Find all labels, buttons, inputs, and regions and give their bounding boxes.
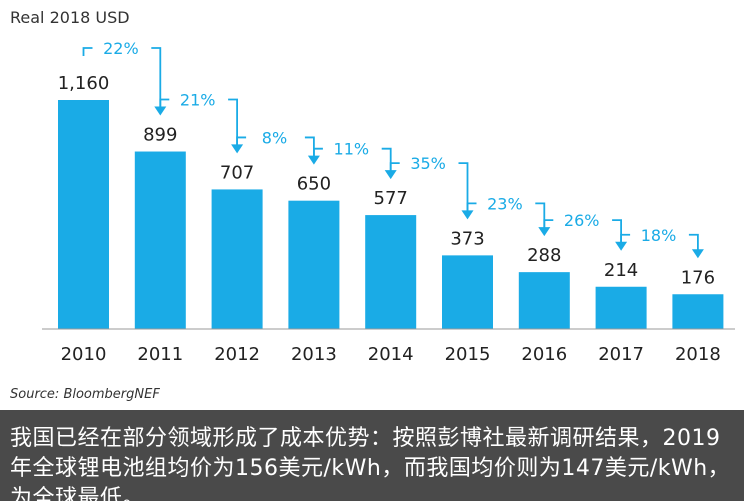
bar-2012 [211,189,263,329]
decline-bracket-2012 [159,98,170,108]
decline-annotation-2016: 23% [466,194,551,237]
decline-annotation-2011: 22% [82,39,167,116]
bar-2016 [518,272,570,329]
decline-annotation-2012: 21% [159,91,244,154]
decline-annotation-2015: 35% [389,154,474,220]
decline-arrow-line-2014 [381,147,392,172]
decline-bracket-2018 [620,233,631,243]
decline-bracket-2013 [236,136,247,146]
decline-annotation-2013: 8% [236,128,320,165]
decline-arrow-line-2015 [458,162,469,212]
caption-bar: 我国已经在部分领域形成了成本优势：按照彭博社最新调研结果，2019年全球锂电池组… [0,410,744,501]
x-tick-label-2014: 2014 [368,344,414,365]
decline-label-2012: 21% [180,91,216,110]
x-tick-label-2015: 2015 [445,344,491,365]
decline-label-2015: 35% [410,154,446,173]
y-axis-unit-label: Real 2018 USD [10,8,130,27]
decline-bracket-2017 [543,219,554,229]
decline-arrowhead-2014 [384,170,397,180]
decline-label-2014: 11% [334,140,370,159]
decline-arrow-line-2017 [612,219,622,243]
x-tick-label-2017: 2017 [598,344,644,365]
bar-2014 [365,215,417,329]
decline-arrow-line-2016 [535,202,546,229]
decline-bracket-2011 [82,47,93,56]
x-tick-label-2011: 2011 [137,344,183,365]
bars-group: 1,160 2010 899 2011 707 2012 650 2013 577 2014 373… [58,73,724,365]
value-label-2018: 176 [681,267,715,288]
decline-annotation-2018: 18% [620,226,704,259]
source-note: Source: BloombergNEF [10,387,160,402]
decline-label-2011: 22% [103,39,139,58]
bar-2010 [58,100,109,329]
decline-bracket-2014 [312,147,323,157]
bar-2013 [288,200,340,329]
decline-arrow-line-2013 [304,136,315,157]
x-tick-label-2018: 2018 [675,344,721,365]
decline-label-2017: 26% [564,211,600,230]
bar-2011 [134,151,186,329]
battery-price-bar-chart: Real 2018 USD 1,160 2010 899 2011 707 2012 650… [10,8,735,402]
x-tick-label-2010: 2010 [61,344,107,365]
decline-arrowhead-2016 [538,227,551,237]
decline-annotations: 22% 21% 8% 11% 35% 23% 26% 18% [82,39,704,259]
decline-label-2013: 8% [262,128,287,147]
value-label-2015: 373 [450,228,484,249]
x-tick-label-2013: 2013 [291,344,337,365]
decline-arrow-line-2011 [151,47,162,108]
decline-label-2016: 23% [487,194,523,213]
decline-bracket-2016 [466,202,477,212]
bar-2015 [442,255,493,329]
x-tick-label-2012: 2012 [214,344,260,365]
decline-arrowhead-2018 [691,249,704,259]
decline-arrow-line-2018 [688,233,699,251]
bar-2018 [672,294,724,329]
decline-arrowhead-2011 [154,106,167,116]
decline-label-2018: 18% [641,226,677,245]
decline-arrowhead-2012 [231,144,244,154]
chart-area: Real 2018 USD 1,160 2010 899 2011 707 2012 650… [10,8,735,402]
decline-annotation-2014: 11% [312,140,397,180]
value-label-2016: 288 [527,245,561,266]
value-label-2014: 577 [374,188,408,209]
value-label-2010: 1,160 [58,73,110,94]
decline-arrowhead-2013 [307,155,320,165]
decline-bracket-2015 [389,162,400,172]
decline-arrow-line-2012 [228,98,239,146]
bar-2017 [595,286,647,329]
value-label-2011: 899 [143,125,177,146]
x-tick-label-2016: 2016 [521,344,567,365]
value-label-2017: 214 [604,260,638,281]
value-label-2013: 650 [297,174,331,195]
decline-arrowhead-2017 [615,241,628,251]
value-label-2012: 707 [220,162,254,183]
decline-arrowhead-2015 [461,210,474,220]
caption-text: 我国已经在部分领域形成了成本优势：按照彭博社最新调研结果，2019年全球锂电池组… [10,426,731,501]
